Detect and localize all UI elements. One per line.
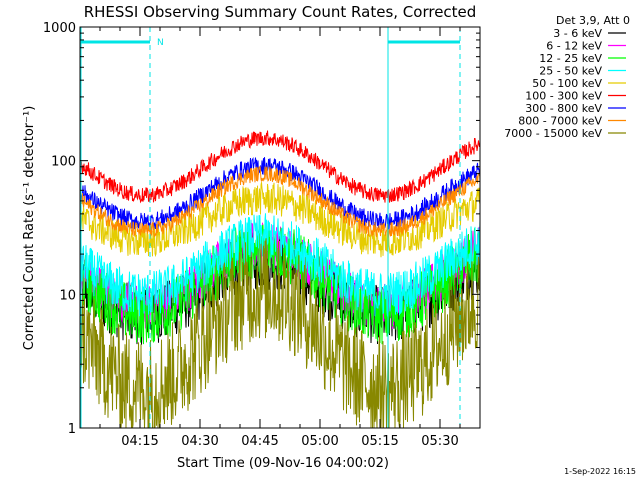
y-tick-label-0: 1 xyxy=(68,422,76,437)
series-line-4 xyxy=(80,182,480,258)
series-line-5 xyxy=(80,130,480,204)
legend-header: Det 3,9, Att 0 xyxy=(556,14,630,27)
night-bar-label: N xyxy=(157,38,164,48)
y-tick-label-3: 1000 xyxy=(43,21,76,36)
x-tick-label-4: 05:15 xyxy=(361,434,398,449)
y-axis-label: Corrected Count Rate (s⁻¹ detector⁻¹) xyxy=(22,106,37,351)
chart-title: RHESSI Observing Summary Count Rates, Co… xyxy=(84,3,477,21)
legend-label-1: 6 - 12 keV xyxy=(546,40,602,53)
y-tick-label-2: 100 xyxy=(51,155,76,170)
series-line-7 xyxy=(80,166,480,238)
series-line-2 xyxy=(80,221,480,345)
legend-label-7: 800 - 7000 keV xyxy=(518,115,602,128)
x-tick-label-5: 05:30 xyxy=(421,434,458,449)
x-tick-label-0: 04:15 xyxy=(121,434,158,449)
legend-label-0: 3 - 6 keV xyxy=(553,27,602,40)
legend-label-2: 12 - 25 keV xyxy=(539,52,602,65)
legend-label-8: 7000 - 15000 keV xyxy=(504,127,602,140)
y-tick-label-1: 10 xyxy=(59,288,76,303)
legend-label-4: 50 - 100 keV xyxy=(532,77,602,90)
series-line-8 xyxy=(80,238,480,428)
legend-label-6: 300 - 800 keV xyxy=(525,102,602,115)
x-axis-label: Start Time (09-Nov-16 04:00:02) xyxy=(177,456,389,471)
plot-area: N 1 10 100 1000 04:15 04:30 04:45 05:00 05:15 05:3… xyxy=(43,21,481,449)
footer-timestamp: 1-Sep-2022 16:15 xyxy=(564,467,636,476)
x-tick-label-3: 05:00 xyxy=(301,434,338,449)
x-tick-label-2: 04:45 xyxy=(241,434,278,449)
series-line-3 xyxy=(80,213,480,317)
legend-label-5: 100 - 300 keV xyxy=(525,90,602,103)
legend-label-3: 25 - 50 keV xyxy=(539,65,602,78)
x-tick-label-1: 04:30 xyxy=(181,434,218,449)
